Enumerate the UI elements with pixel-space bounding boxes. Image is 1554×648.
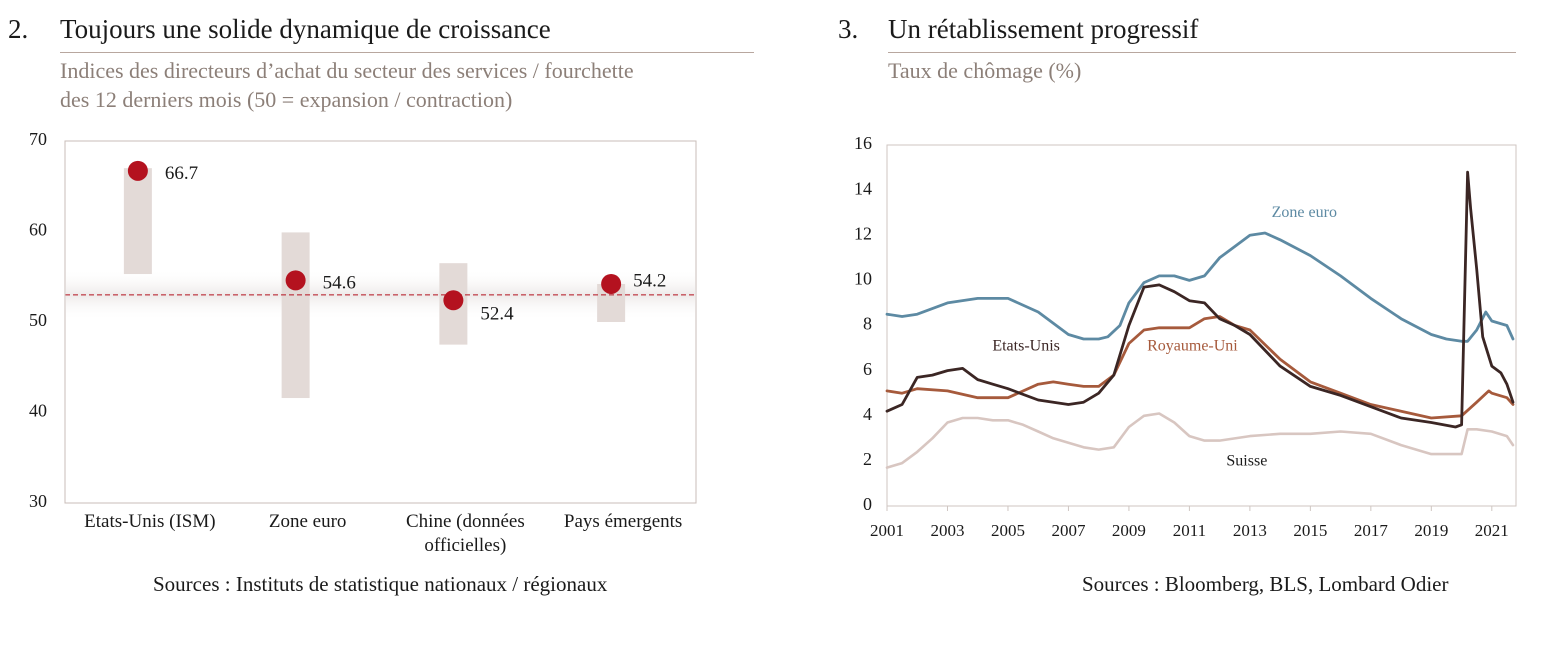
value-dots: [127, 160, 622, 311]
series-lines: [885, 170, 1515, 469]
subtitle-line-1: Indices des directeurs d’achat du secteu…: [60, 58, 634, 83]
y-tick-labels: 30 40 50 60 70: [29, 129, 47, 511]
x-tick-label: 2015: [1293, 521, 1327, 540]
value-labels: 66.7 54.6 52.4 54.2: [165, 163, 667, 324]
x-tick-label: 2013: [1233, 521, 1267, 540]
series-line: [885, 412, 1515, 469]
series-annotation: Suisse: [1226, 452, 1267, 469]
y-tick-label: 70: [29, 129, 47, 149]
series-annotation: Etats-Unis: [992, 337, 1060, 354]
range-bar: [281, 232, 310, 399]
value-label: 54.6: [323, 273, 356, 294]
subtitle-line-2: des 12 derniers mois (50 = expansion / c…: [60, 87, 513, 112]
y-tick-label: 0: [863, 494, 872, 514]
chart-subtitle: Taux de chômage (%): [888, 58, 1082, 83]
y-tick-label: 6: [863, 359, 872, 379]
series-annotations: Zone euro Etats-Unis Royaume-Uni Suisse: [992, 204, 1337, 469]
value-label: 66.7: [165, 163, 198, 184]
chart-title: Un rétablissement progressif: [888, 14, 1199, 44]
y-tick-label: 30: [29, 491, 47, 511]
y-tick-label: 50: [29, 310, 47, 330]
x-category-label: Etats-Unis (ISM): [84, 511, 215, 532]
series-line: [885, 170, 1515, 429]
chart-subtitle: Indices des directeurs d’achat du secteu…: [60, 56, 765, 114]
title-rule: [60, 52, 754, 53]
series-line: [885, 231, 1515, 343]
x-category-label: Zone euro: [269, 511, 347, 532]
value-label: 54.2: [633, 270, 666, 291]
y-tick-label: 16: [854, 133, 872, 153]
x-category-label: Chine (données: [406, 511, 525, 532]
unemployment-chart: Zone euro Etats-Unis Royaume-Uni Suisse 0 2 4…: [854, 133, 1517, 540]
y-tick-label: 14: [854, 178, 872, 198]
y-tick-label: 40: [29, 401, 47, 421]
x-tick-label: 2017: [1354, 521, 1389, 540]
plot-frame: [64, 140, 697, 504]
series-annotation: Royaume-Uni: [1147, 337, 1238, 354]
chart-number: 3.: [838, 14, 859, 44]
value-label: 52.4: [480, 304, 514, 325]
chart-number: 2.: [8, 14, 29, 44]
y-tick-label: 2: [863, 449, 872, 469]
plot-border: [886, 144, 1517, 507]
chart-panel-pmi: 2. Toujours une solide dynamique de croi…: [0, 0, 770, 648]
x-tick-label: 2011: [1173, 521, 1206, 540]
x-tick-label: 2001: [870, 521, 904, 540]
x-tick-label: 2021: [1475, 521, 1509, 540]
x-category-label: officielles): [424, 535, 506, 556]
value-dot: [285, 270, 306, 291]
range-bar: [123, 168, 152, 275]
series-line: [885, 315, 1515, 420]
x-category-label: Pays émergents: [564, 511, 682, 532]
x-tick-label: 2009: [1112, 521, 1146, 540]
y-tick-label: 10: [854, 269, 872, 289]
x-tick-labels: 2001 2003 2005 2007 2009 2011 2013 2015 2017 2019…: [870, 506, 1509, 540]
x-tick-label: 2019: [1414, 521, 1448, 540]
chart-sources: Sources : Bloomberg, BLS, Lombard Odier: [1082, 572, 1449, 596]
x-category-labels: Etats-Unis (ISM) Zone euro Chine (données o…: [84, 511, 682, 556]
y-tick-label: 8: [863, 314, 872, 334]
y-tick-label: 60: [29, 220, 47, 240]
value-dot: [443, 290, 464, 311]
y-tick-label: 4: [863, 404, 872, 424]
chart-sources: Sources : Instituts de statistique natio…: [153, 572, 608, 596]
y-tick-label: 12: [854, 223, 872, 243]
pmi-chart: 66.7 54.6 52.4 54.2 30 40 50 60 70 Etats-Unis (…: [29, 129, 697, 556]
x-tick-label: 2003: [930, 521, 964, 540]
chart-panel-unemployment: 3. Un rétablissement progressif Taux de …: [828, 0, 1554, 648]
y-tick-labels: 0 2 4 6 8 10 12 14 16: [854, 133, 872, 514]
series-annotation: Zone euro: [1272, 204, 1337, 221]
x-tick-label: 2007: [1051, 521, 1086, 540]
value-dot: [601, 273, 622, 294]
plot-frame: [886, 144, 1517, 507]
chart-title: Toujours une solide dynamique de croissa…: [60, 14, 551, 44]
plot-border: [64, 140, 697, 504]
x-tick-label: 2005: [991, 521, 1025, 540]
title-rule: [888, 52, 1516, 53]
value-dot: [127, 160, 148, 181]
